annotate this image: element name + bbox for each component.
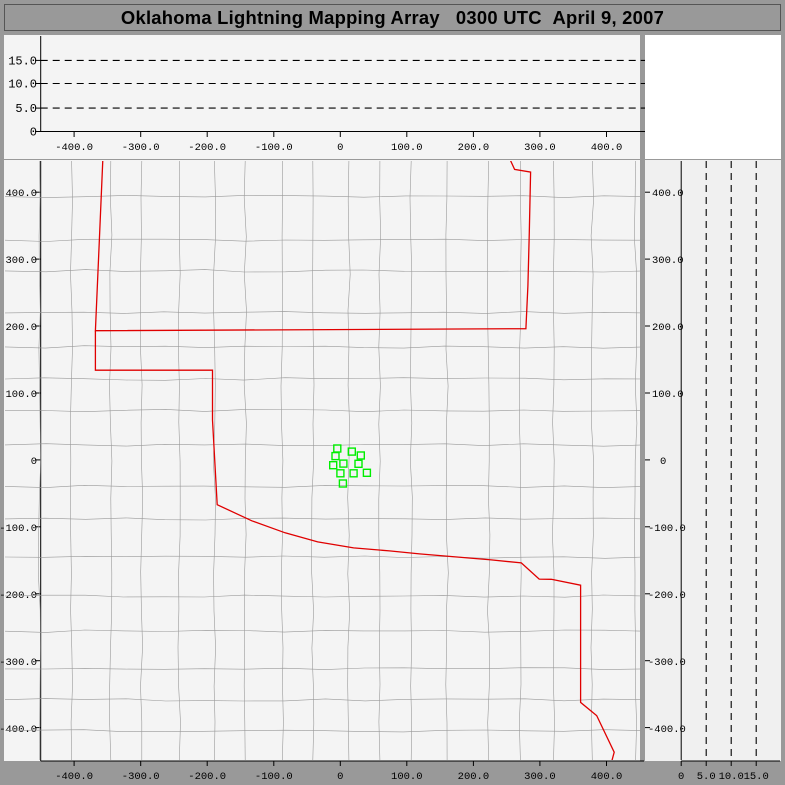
svg-text:200.0: 200.0	[5, 322, 37, 334]
svg-text:300.0: 300.0	[524, 771, 556, 783]
svg-text:-200.0: -200.0	[648, 590, 686, 602]
svg-text:-300.0: -300.0	[648, 657, 686, 669]
svg-text:10.0: 10.0	[8, 78, 37, 92]
svg-text:400.0: 400.0	[652, 188, 684, 200]
svg-text:-400.0: -400.0	[648, 724, 686, 736]
svg-text:-300.0: -300.0	[0, 657, 37, 669]
svg-text:-300.0: -300.0	[122, 142, 160, 154]
svg-text:-200.0: -200.0	[188, 142, 226, 154]
svg-text:10.0: 10.0	[719, 771, 744, 783]
svg-text:-300.0: -300.0	[122, 771, 160, 783]
svg-text:300.0: 300.0	[5, 255, 37, 267]
svg-text:15.0: 15.0	[8, 55, 37, 69]
svg-text:0: 0	[337, 142, 343, 154]
svg-text:0: 0	[337, 771, 343, 783]
svg-text:-100.0: -100.0	[0, 523, 37, 535]
svg-text:100.0: 100.0	[391, 771, 423, 783]
svg-text:300.0: 300.0	[652, 255, 684, 267]
svg-text:100.0: 100.0	[391, 142, 423, 154]
svg-text:-100.0: -100.0	[255, 142, 293, 154]
svg-text:5.0: 5.0	[697, 771, 716, 783]
svg-text:-400.0: -400.0	[55, 142, 93, 154]
svg-text:-100.0: -100.0	[255, 771, 293, 783]
svg-text:-200.0: -200.0	[188, 771, 226, 783]
svg-text:5.0: 5.0	[15, 102, 37, 116]
svg-text:200.0: 200.0	[652, 322, 684, 334]
svg-text:400.0: 400.0	[5, 188, 37, 200]
svg-text:200.0: 200.0	[458, 771, 490, 783]
svg-text:15.0: 15.0	[744, 771, 769, 783]
svg-text:100.0: 100.0	[5, 389, 37, 401]
svg-text:100.0: 100.0	[652, 389, 684, 401]
svg-text:400.0: 400.0	[591, 771, 623, 783]
svg-text:0: 0	[31, 456, 37, 468]
svg-text:200.0: 200.0	[458, 142, 490, 154]
svg-text:0: 0	[678, 771, 684, 783]
svg-text:300.0: 300.0	[524, 142, 556, 154]
svg-text:0: 0	[30, 126, 37, 140]
svg-text:-400.0: -400.0	[55, 771, 93, 783]
svg-text:0: 0	[660, 456, 666, 468]
svg-text:400.0: 400.0	[591, 142, 623, 154]
svg-text:-100.0: -100.0	[648, 523, 686, 535]
